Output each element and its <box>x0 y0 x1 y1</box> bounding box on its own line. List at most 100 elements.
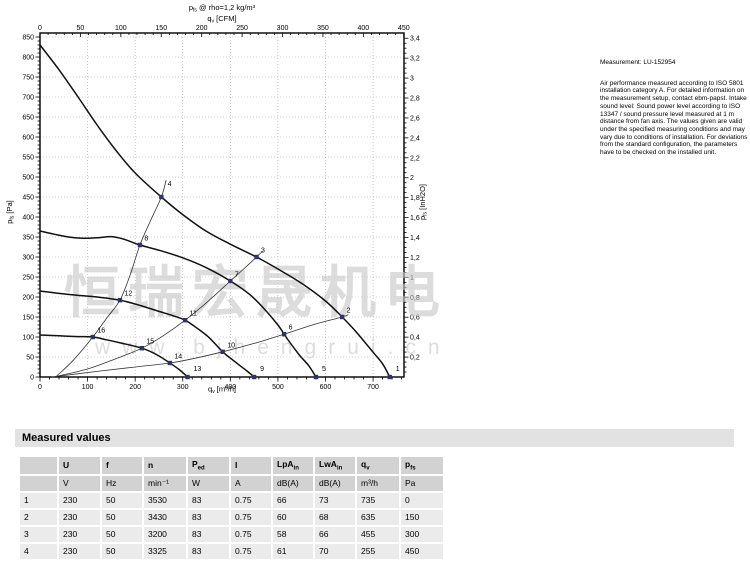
axis-tick-label: 600 <box>22 135 34 142</box>
operating-point-label: 16 <box>97 328 105 335</box>
measurement-note: Measurement: LU-152954 Air performance m… <box>600 59 748 157</box>
axis-tick-label: 100 <box>82 384 94 391</box>
operating-point-label: 12 <box>124 291 132 298</box>
axis-tick-label: 0,6 <box>410 315 420 322</box>
operating-point-marker <box>137 242 143 248</box>
axis-tick-label: 700 <box>367 384 379 391</box>
axis-tick-label: 1,6 <box>410 215 420 222</box>
table-cell: 230 <box>59 543 100 559</box>
table-cell: 0.75 <box>231 543 271 559</box>
axis-tick-label: 450 <box>22 195 34 202</box>
table-cell: 50 <box>102 509 142 525</box>
curve-speed-2 <box>39 230 317 378</box>
column-header: LwAin <box>315 457 355 474</box>
table-cell: 83 <box>188 543 229 559</box>
axis-tick-label: 250 <box>236 25 248 32</box>
table-cell: 3200 <box>144 526 186 542</box>
column-unit: m³/h <box>357 475 399 491</box>
table-cell: 635 <box>357 509 399 525</box>
table-cell: 0 <box>401 492 443 508</box>
column-header <box>20 457 57 474</box>
column-header: Ped <box>188 457 229 474</box>
operating-point-label: 6 <box>289 325 293 332</box>
axis-tick-label: 1 <box>410 275 414 282</box>
column-header: LpAin <box>273 457 313 474</box>
table-cell: 68 <box>315 509 355 525</box>
table-cell: 455 <box>357 526 399 542</box>
axis-tick-label: 350 <box>317 25 329 32</box>
axis-tick-label: 500 <box>272 384 284 391</box>
axis-tick-label: 1,8 <box>410 195 420 202</box>
operating-point-marker <box>139 346 145 351</box>
column-header: f <box>102 457 142 474</box>
table-cell: 230 <box>59 492 100 508</box>
operating-point-label: 3 <box>261 248 265 255</box>
table-cell: 73 <box>315 492 355 508</box>
operating-point-marker <box>339 314 345 320</box>
table-cell: 0.75 <box>231 509 271 525</box>
table-cell: 70 <box>315 543 355 559</box>
bottom-axis-label: qv [m³/h] <box>208 385 236 396</box>
table-cell: 735 <box>357 492 399 508</box>
table-cell: 83 <box>188 526 229 542</box>
axis-tick-label: 1,4 <box>410 235 420 242</box>
axis-tick-label: 100 <box>22 335 34 342</box>
axis-tick-label: 0,8 <box>410 295 420 302</box>
curve-speed-4 <box>39 334 189 378</box>
axis-tick-label: 300 <box>22 255 34 262</box>
operating-point-label: 2 <box>347 308 351 315</box>
axis-tick-label: 2,8 <box>410 96 420 103</box>
measurement-conditions-text: Air performance measured according to IS… <box>600 79 748 157</box>
axis-tick-label: 2,4 <box>410 135 420 142</box>
table-cell: 0.75 <box>231 526 271 542</box>
column-header: qv <box>357 457 399 474</box>
operating-point-marker <box>313 374 319 380</box>
table-cell: 255 <box>357 543 399 559</box>
table-cell: 0.75 <box>231 492 271 508</box>
axis-tick-label: 300 <box>277 25 289 32</box>
axis-tick-label: 200 <box>129 384 141 391</box>
axis-tick-label: 400 <box>224 384 236 391</box>
operating-point-marker <box>251 374 257 380</box>
operating-point-label: 10 <box>227 342 235 349</box>
operating-point-label: 4 <box>168 181 172 188</box>
axis-tick-label: 200 <box>196 25 208 32</box>
table-cell: 60 <box>273 509 313 525</box>
operating-point-marker <box>182 318 188 323</box>
operating-point-marker <box>228 278 233 284</box>
axis-tick-label: 150 <box>155 25 167 32</box>
table-row: 2 230 50 3430 83 0.75 60 68 635 150 <box>20 509 443 525</box>
column-unit: V <box>59 475 100 491</box>
operating-point-label: 9 <box>260 366 264 373</box>
column-header: n <box>144 457 186 474</box>
axis-tick-label: 750 <box>22 75 34 82</box>
load-line-1 <box>55 180 167 378</box>
axis-tick-label: 700 <box>22 95 34 102</box>
table-cell: 4 <box>20 543 57 559</box>
table-cell: 3 <box>20 526 57 542</box>
operating-point-label: 13 <box>194 366 202 373</box>
table-row: 4 230 50 3325 83 0.75 61 70 255 450 <box>20 543 443 559</box>
column-unit: dB(A) <box>315 475 355 491</box>
watermark-text: 恒瑞宏晟机电 <box>64 261 448 324</box>
table-cell: 1 <box>20 492 57 508</box>
column-header: U <box>59 457 100 474</box>
table-cell: 3530 <box>144 492 186 508</box>
operating-point-marker <box>159 194 164 200</box>
axis-tick-label: 800 <box>22 55 34 62</box>
operating-point-label: 5 <box>322 366 326 373</box>
axis-tick-label: 350 <box>22 235 34 242</box>
axis-tick-label: 1,2 <box>410 255 420 262</box>
left-axis-label: pfs [Pa] <box>5 200 16 224</box>
table-cell: 83 <box>188 509 229 525</box>
axis-tick-label: 400 <box>22 215 34 222</box>
axis-tick-label: 3,4 <box>410 36 420 43</box>
axis-tick-label: 600 <box>320 384 332 391</box>
table-cell: 66 <box>315 526 355 542</box>
measured-values-header: Measured values <box>15 429 734 447</box>
table-cell: 3430 <box>144 509 186 525</box>
column-unit <box>20 475 57 491</box>
table-cell: 50 <box>102 492 142 508</box>
